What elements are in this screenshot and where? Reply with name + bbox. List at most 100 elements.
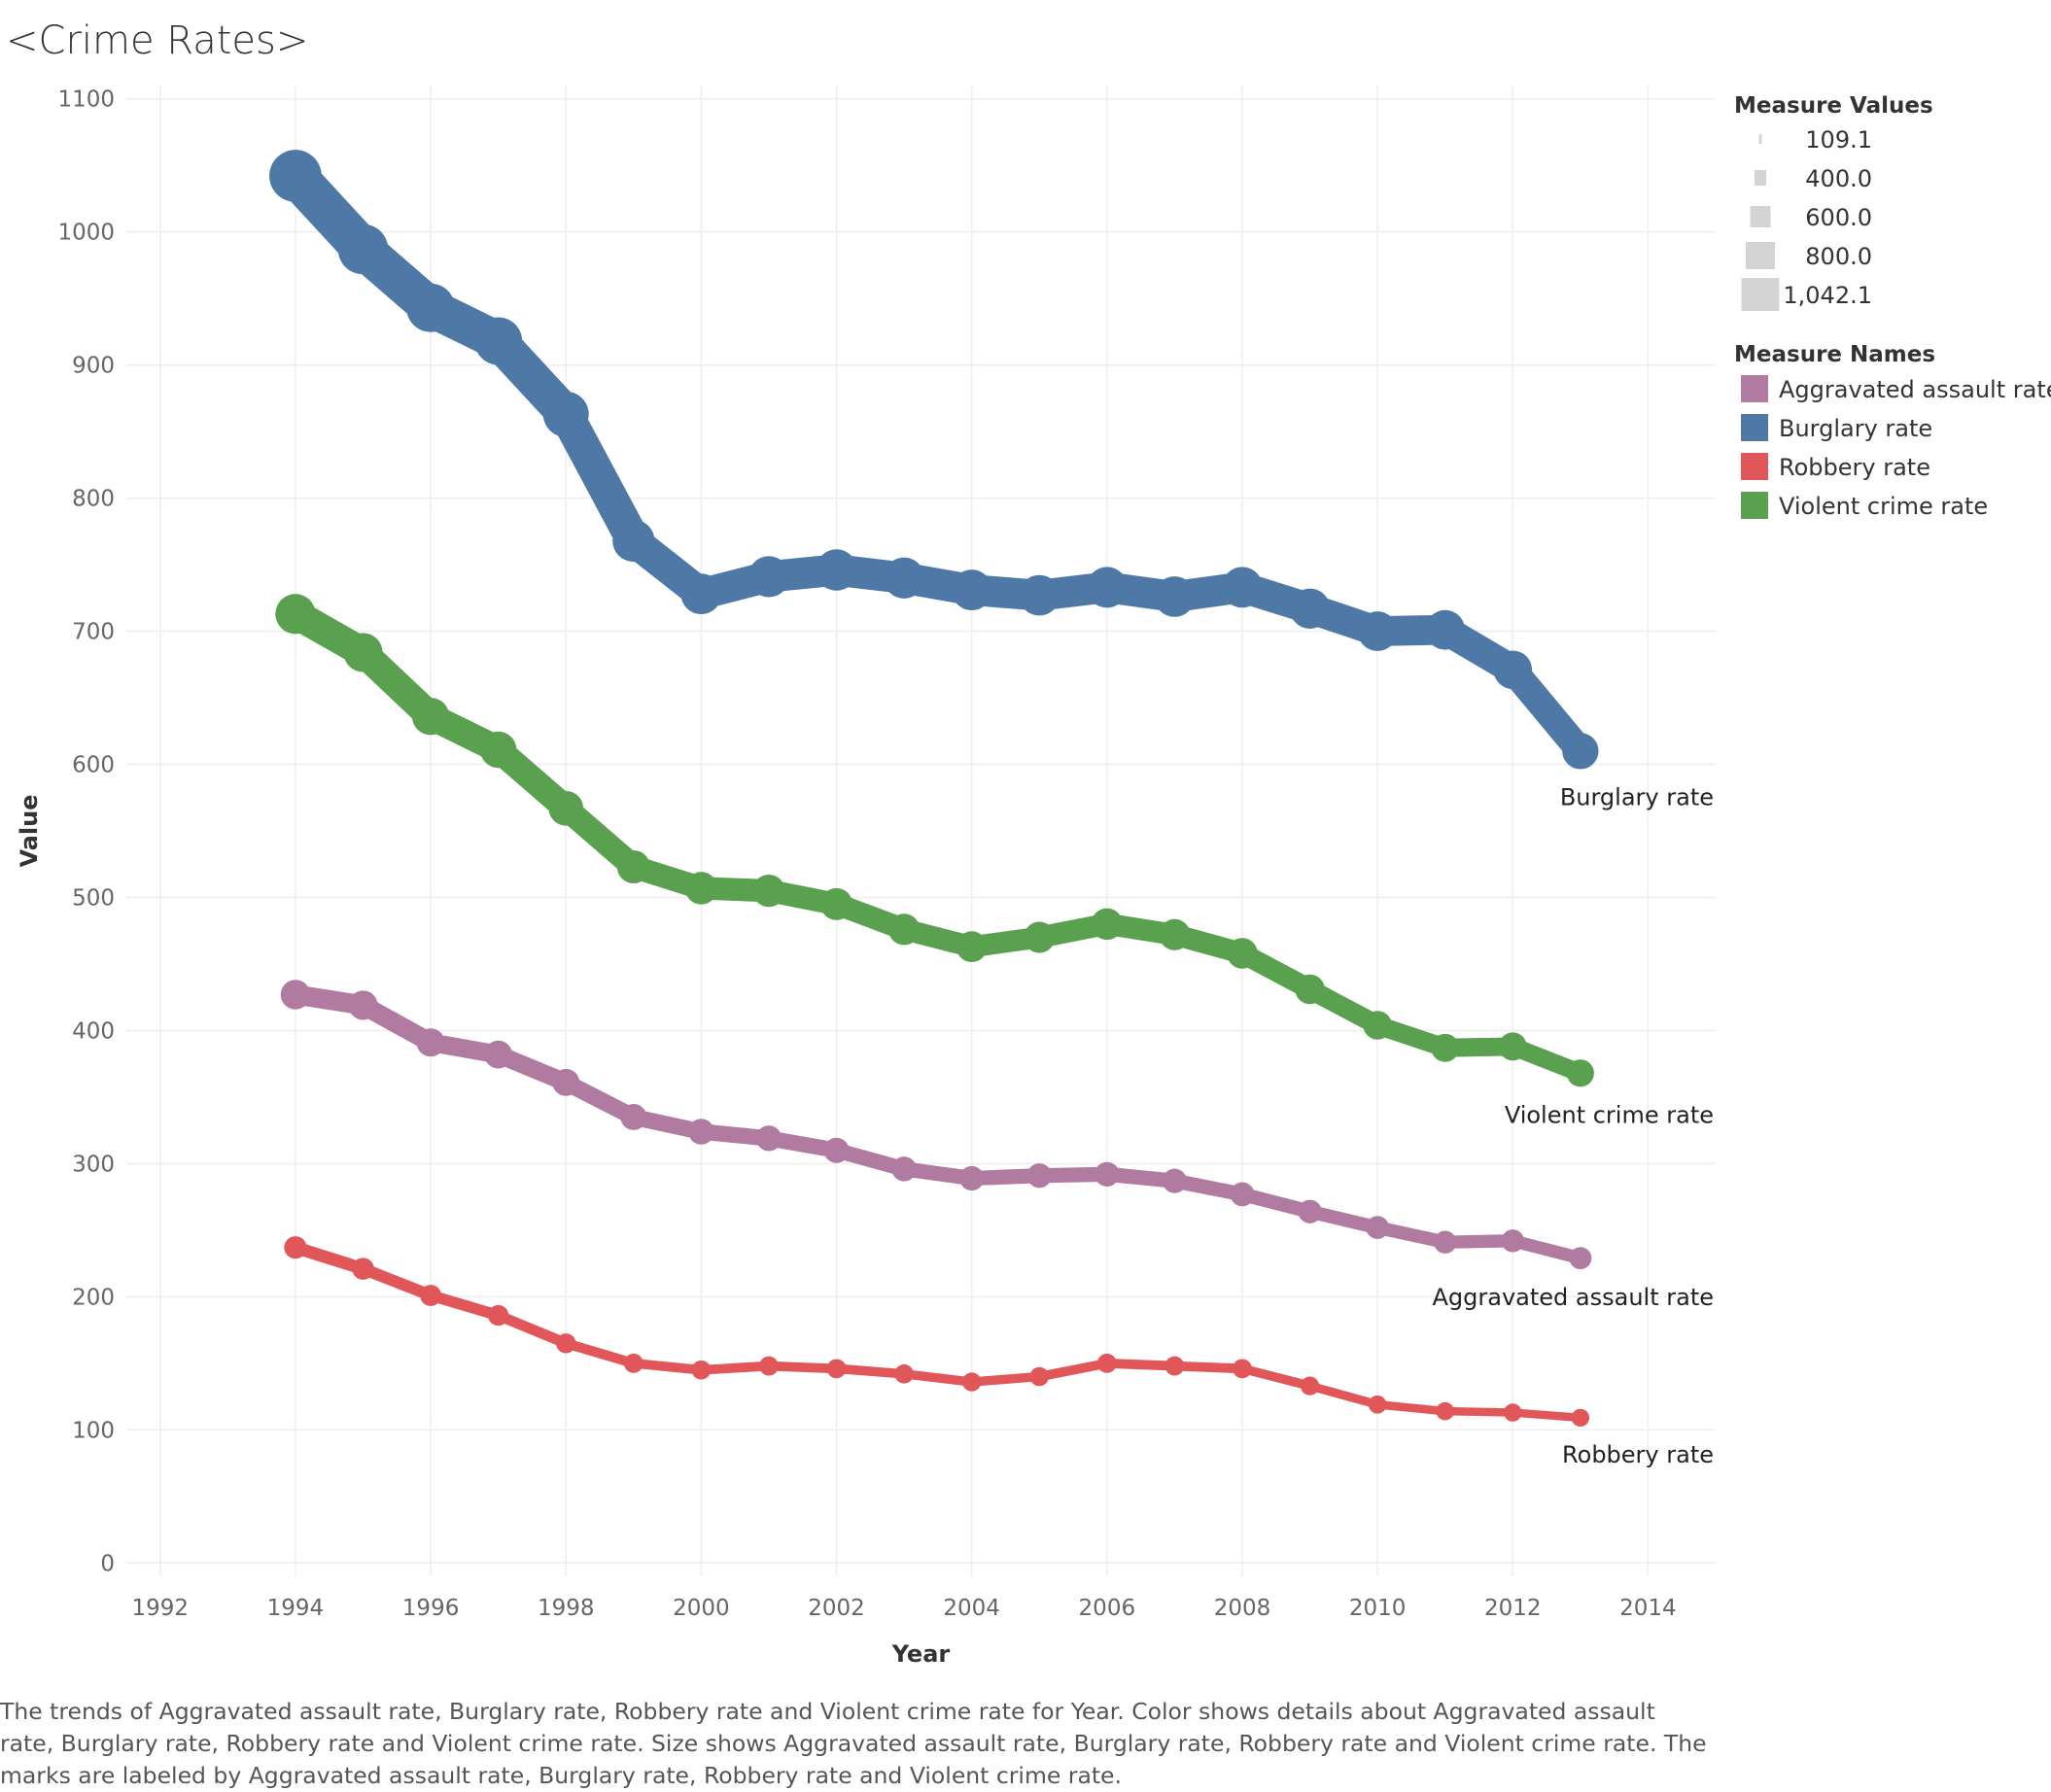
data-point[interactable] bbox=[691, 1360, 712, 1380]
data-point[interactable] bbox=[684, 872, 718, 905]
data-point[interactable] bbox=[406, 283, 456, 332]
data-point[interactable] bbox=[280, 980, 311, 1010]
data-point[interactable] bbox=[759, 1356, 779, 1376]
data-point[interactable] bbox=[1091, 908, 1124, 941]
data-point[interactable] bbox=[1162, 1168, 1187, 1193]
color-legend-label[interactable]: Aggravated assault rate bbox=[1779, 376, 2051, 403]
color-legend-swatch[interactable] bbox=[1741, 414, 1768, 441]
data-point[interactable] bbox=[1562, 733, 1599, 770]
data-point[interactable] bbox=[826, 1359, 847, 1379]
data-point[interactable] bbox=[1357, 611, 1398, 651]
data-point[interactable] bbox=[1165, 1356, 1185, 1376]
data-point[interactable] bbox=[1095, 1161, 1120, 1188]
data-point[interactable] bbox=[284, 1236, 307, 1259]
data-point[interactable] bbox=[1159, 918, 1191, 950]
data-point[interactable] bbox=[1566, 1059, 1594, 1087]
data-point[interactable] bbox=[1425, 609, 1466, 650]
data-point[interactable] bbox=[420, 1285, 441, 1306]
series-burglary-rate bbox=[269, 150, 1599, 770]
series-line-segment bbox=[1509, 1408, 1585, 1423]
color-legend-swatch[interactable] bbox=[1741, 375, 1768, 402]
data-point[interactable] bbox=[1230, 1182, 1255, 1207]
data-point[interactable] bbox=[883, 557, 925, 599]
data-point[interactable] bbox=[1434, 1230, 1457, 1254]
chart-title: <Crime Rates> bbox=[6, 18, 308, 63]
y-tick-label: 600 bbox=[72, 753, 115, 778]
data-point[interactable] bbox=[816, 549, 857, 591]
data-point[interactable] bbox=[1221, 567, 1263, 608]
data-point[interactable] bbox=[951, 569, 992, 611]
data-point[interactable] bbox=[548, 790, 584, 826]
data-point[interactable] bbox=[961, 1372, 982, 1392]
data-point[interactable] bbox=[1363, 1011, 1392, 1040]
data-point[interactable] bbox=[479, 731, 517, 769]
data-point[interactable] bbox=[752, 874, 785, 908]
data-point[interactable] bbox=[956, 931, 988, 963]
y-tick-label: 100 bbox=[72, 1418, 115, 1443]
data-point[interactable] bbox=[337, 224, 389, 275]
data-point[interactable] bbox=[887, 913, 921, 946]
data-point[interactable] bbox=[894, 1364, 914, 1384]
data-point[interactable] bbox=[488, 1304, 509, 1327]
data-point[interactable] bbox=[275, 594, 316, 635]
data-point[interactable] bbox=[1233, 1359, 1252, 1379]
data-point[interactable] bbox=[616, 849, 650, 883]
data-point[interactable] bbox=[1504, 1403, 1522, 1422]
x-axis-title: Year bbox=[891, 1640, 951, 1668]
data-point[interactable] bbox=[1436, 1401, 1454, 1421]
data-point[interactable] bbox=[891, 1156, 917, 1182]
y-tick-label: 1100 bbox=[57, 87, 115, 113]
data-point[interactable] bbox=[416, 1028, 445, 1057]
series-line-segment bbox=[899, 1369, 977, 1387]
data-point[interactable] bbox=[1154, 576, 1196, 617]
color-legend-swatch[interactable] bbox=[1741, 492, 1768, 519]
data-point[interactable] bbox=[348, 990, 378, 1020]
data-point[interactable] bbox=[1431, 1033, 1460, 1062]
data-point[interactable] bbox=[747, 556, 790, 598]
data-point[interactable] bbox=[1086, 567, 1128, 608]
data-point[interactable] bbox=[1019, 574, 1060, 616]
data-point[interactable] bbox=[552, 1068, 580, 1096]
color-legend-label[interactable]: Burglary rate bbox=[1779, 415, 1932, 442]
data-point[interactable] bbox=[1096, 1353, 1117, 1373]
data-point[interactable] bbox=[484, 1040, 513, 1069]
data-point[interactable] bbox=[1493, 650, 1533, 690]
data-point[interactable] bbox=[1569, 1247, 1592, 1270]
data-point[interactable] bbox=[1295, 974, 1325, 1005]
data-point[interactable] bbox=[1029, 1366, 1050, 1387]
data-point[interactable] bbox=[1298, 1199, 1322, 1223]
data-point[interactable] bbox=[1571, 1408, 1590, 1428]
data-point[interactable] bbox=[1501, 1229, 1524, 1253]
color-legend-label[interactable]: Robbery rate bbox=[1779, 454, 1930, 481]
data-point[interactable] bbox=[1368, 1395, 1387, 1414]
data-point[interactable] bbox=[620, 1104, 647, 1130]
data-point[interactable] bbox=[612, 519, 655, 563]
size-legend-label: 600.0 bbox=[1805, 204, 1872, 231]
data-point[interactable] bbox=[623, 1353, 643, 1373]
data-point[interactable] bbox=[343, 633, 383, 672]
data-point[interactable] bbox=[755, 1125, 782, 1152]
data-point[interactable] bbox=[680, 573, 722, 615]
data-point[interactable] bbox=[1026, 1163, 1052, 1189]
data-point[interactable] bbox=[1498, 1032, 1527, 1061]
data-point[interactable] bbox=[823, 1137, 850, 1163]
data-point[interactable] bbox=[1024, 921, 1056, 953]
data-point[interactable] bbox=[1227, 938, 1258, 969]
data-point[interactable] bbox=[1289, 588, 1331, 629]
data-point[interactable] bbox=[474, 317, 523, 365]
color-legend-label[interactable]: Violent crime rate bbox=[1779, 493, 1988, 520]
data-point[interactable] bbox=[959, 1165, 985, 1191]
size-legend-label: 1,042.1 bbox=[1783, 282, 1872, 309]
y-tick-label: 500 bbox=[72, 885, 115, 911]
data-point[interactable] bbox=[688, 1119, 714, 1145]
data-point[interactable] bbox=[269, 150, 322, 202]
data-point[interactable] bbox=[556, 1333, 576, 1354]
data-point[interactable] bbox=[1300, 1376, 1320, 1396]
data-point[interactable] bbox=[820, 887, 853, 920]
data-point[interactable] bbox=[411, 698, 450, 736]
data-point[interactable] bbox=[352, 1258, 374, 1280]
data-point[interactable] bbox=[542, 391, 589, 437]
color-legend-swatch[interactable] bbox=[1741, 453, 1768, 480]
data-point[interactable] bbox=[1366, 1216, 1390, 1240]
